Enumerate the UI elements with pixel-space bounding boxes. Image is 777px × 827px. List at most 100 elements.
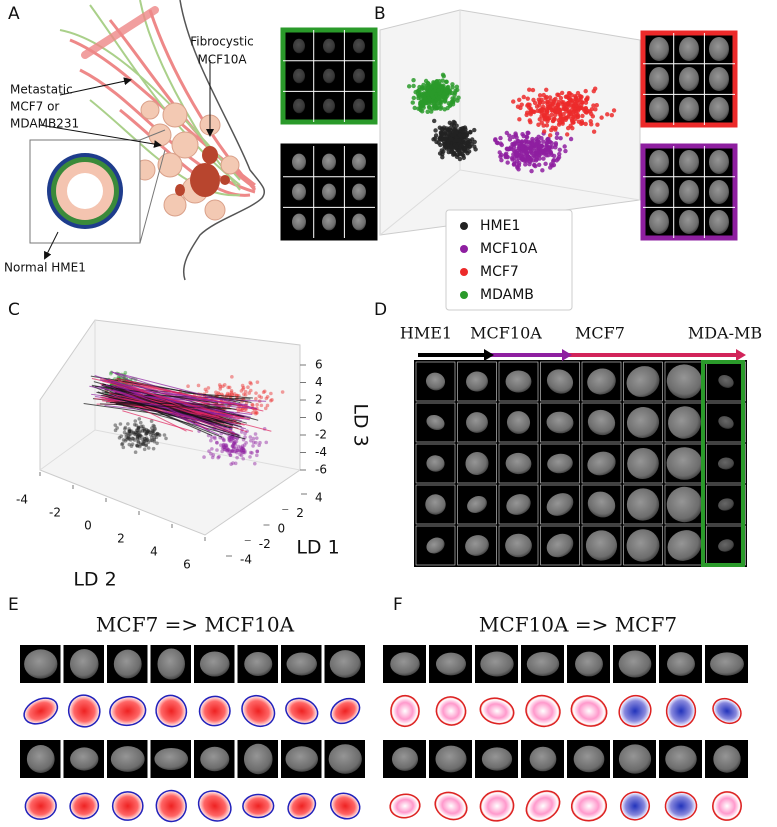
scatter-point xyxy=(155,441,159,446)
scatter-point xyxy=(437,136,442,142)
scatter-point xyxy=(225,391,230,396)
scatter-point xyxy=(530,136,535,142)
scatter-point xyxy=(216,391,221,395)
difference-map xyxy=(287,792,317,820)
scatter-point xyxy=(234,439,239,444)
scatter-point xyxy=(540,100,546,105)
difference-map xyxy=(242,793,275,819)
nucleus-image xyxy=(649,67,669,91)
nucleus-image xyxy=(113,649,142,679)
panel-label: A xyxy=(8,4,20,24)
scatter-point xyxy=(229,389,234,393)
scatter-point xyxy=(506,147,511,152)
scatter-point xyxy=(152,436,157,440)
scatter-point xyxy=(142,447,147,452)
scatter-point xyxy=(219,443,223,447)
nucleus-image xyxy=(526,652,560,676)
scatter-point xyxy=(452,128,457,134)
scatter-point xyxy=(517,97,522,102)
scatter-point xyxy=(250,402,254,407)
scatter-point xyxy=(151,431,156,436)
scatter-point xyxy=(594,103,599,108)
scatter-point xyxy=(186,384,190,389)
scatter-point xyxy=(563,148,568,154)
scatter-point xyxy=(265,394,270,399)
nucleus-image xyxy=(322,183,336,201)
scatter-point xyxy=(591,88,596,94)
scatter-point xyxy=(442,142,447,147)
scatter-point xyxy=(239,449,243,454)
scatter-point xyxy=(503,153,509,159)
nucleus-image xyxy=(718,416,734,429)
scatter-point xyxy=(452,96,457,102)
panel-label: F xyxy=(393,595,403,615)
difference-map xyxy=(155,789,187,823)
scatter-point xyxy=(146,446,151,450)
scatter-point xyxy=(555,92,560,97)
scatter-point xyxy=(155,431,160,436)
nucleus-image xyxy=(322,153,336,171)
scatter-point xyxy=(123,370,128,375)
annotation: Metastatic xyxy=(10,83,73,97)
nucleus-image xyxy=(718,498,734,511)
scatter-point xyxy=(225,446,229,450)
scatter-point xyxy=(440,72,446,78)
scatter-point xyxy=(568,136,574,142)
scatter-point xyxy=(525,96,530,101)
scatter-point xyxy=(135,434,140,438)
difference-map xyxy=(712,791,742,821)
nucleus-image xyxy=(587,451,616,476)
scatter-point xyxy=(119,434,124,439)
scatter-point xyxy=(562,102,567,108)
scatter-point xyxy=(210,435,214,440)
scatter-point xyxy=(223,443,228,447)
scatter-point xyxy=(138,429,143,434)
nucleus-image xyxy=(199,651,230,677)
annotation: MCF10A xyxy=(197,53,247,67)
scatter-point xyxy=(558,135,563,141)
scatter-point xyxy=(210,447,214,451)
scatter-point xyxy=(444,126,449,131)
legend-marker xyxy=(460,222,468,230)
scatter-point xyxy=(445,93,450,99)
scatter-point xyxy=(472,127,477,133)
scatter-point xyxy=(252,461,257,466)
scatter-point xyxy=(550,158,556,164)
scatter-point xyxy=(135,443,139,448)
nucleus-image xyxy=(353,98,365,114)
scatter-point xyxy=(132,432,136,436)
nucleus-image xyxy=(286,652,317,676)
scatter-point xyxy=(541,139,546,144)
scatter-point xyxy=(440,130,445,136)
scatter-point xyxy=(118,422,123,426)
nucleus-image xyxy=(718,539,734,552)
difference-map xyxy=(330,697,361,725)
scatter-point xyxy=(151,428,155,433)
scatter-point xyxy=(137,417,142,421)
scatter-point xyxy=(454,144,459,149)
scatter-point xyxy=(131,430,136,435)
scatter-point xyxy=(507,137,513,142)
y-tick-label: -4 xyxy=(240,553,252,567)
scatter-point xyxy=(141,442,146,447)
trajectory xyxy=(115,387,219,404)
scatter-point xyxy=(443,79,449,85)
scatter-point xyxy=(142,429,147,433)
scatter-point xyxy=(140,429,145,433)
difference-map xyxy=(241,694,276,728)
scatter-point xyxy=(498,135,503,141)
scatter-point xyxy=(123,425,128,430)
difference-map xyxy=(570,790,608,822)
scatter-point xyxy=(154,435,159,440)
scatter-point xyxy=(222,438,226,443)
scatter-point xyxy=(152,428,157,432)
scatter-point xyxy=(551,153,557,159)
scatter-point xyxy=(416,95,421,101)
scatter-point xyxy=(136,427,141,431)
scatter-point xyxy=(233,449,238,454)
scatter-point xyxy=(530,87,536,93)
scatter-point xyxy=(583,121,588,127)
scatter-point xyxy=(511,145,517,150)
nucleus-image xyxy=(679,67,699,91)
scatter-point xyxy=(427,97,432,103)
